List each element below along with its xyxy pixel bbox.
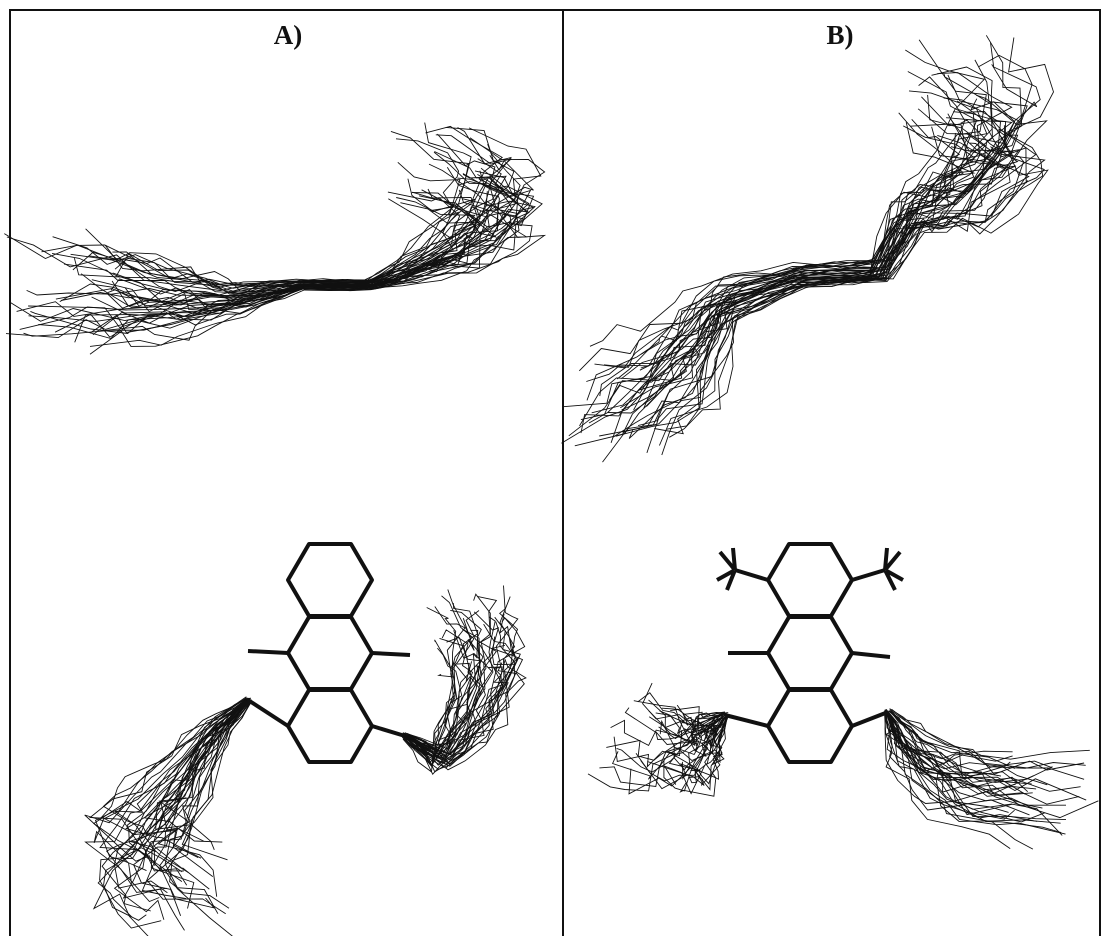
panel-label: B) [827, 20, 854, 50]
panel-label: A) [274, 20, 303, 50]
figure: A) B) [0, 0, 1108, 936]
